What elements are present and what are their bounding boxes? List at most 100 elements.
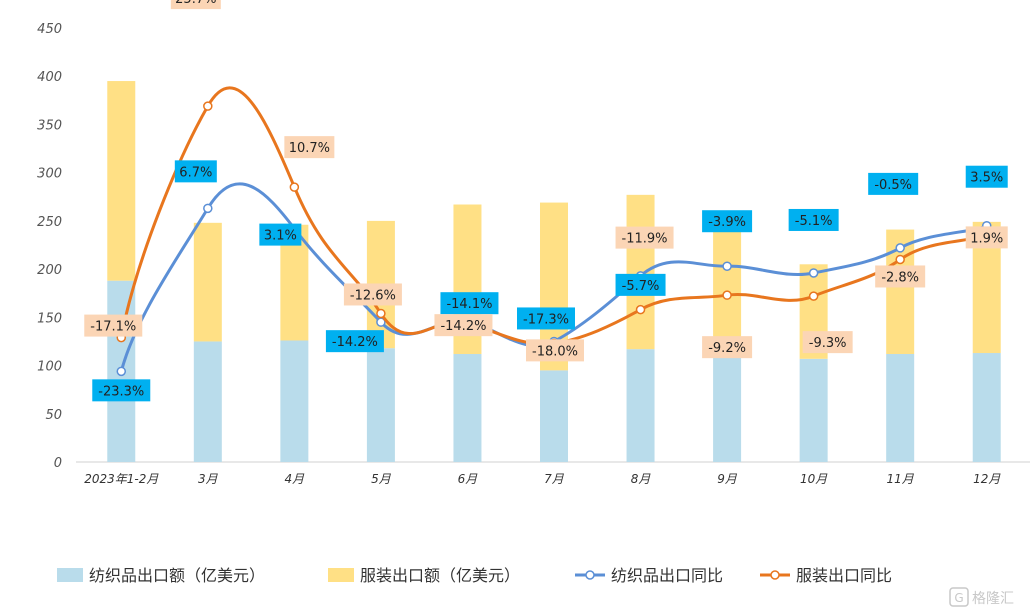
legend-marker [770,570,780,580]
apparel-yoy-data-label: -9.2% [708,341,746,356]
y-tick-label: 300 [37,167,62,182]
textile-yoy-point [116,366,127,377]
apparel-yoy-label-box [802,331,853,354]
apparel-yoy-label-box [526,339,584,362]
textile-yoy-data-label: -17.3% [523,312,569,327]
textile-yoy-label-box [615,273,666,296]
legend-label: 服装出口同比 [796,566,892,585]
legend-label: 服装出口额（亿美元） [360,566,520,585]
textile-yoy-label-box [440,292,499,315]
apparel-yoy-data-label: -12.6% [350,288,396,303]
apparel-yoy-data-label: -11.9% [622,232,668,247]
x-tick-label: 10月 [800,472,828,486]
y-tick-label: 400 [37,70,62,85]
textile-yoy-data-label: 3.1% [264,229,297,244]
legend-swatch [328,568,354,582]
apparel-bar [713,213,742,352]
textile-bar [626,349,655,462]
apparel-yoy-label-box [84,314,143,337]
textile-bar [366,348,395,462]
apparel-yoy-point [895,254,905,265]
apparel-yoy-point [289,182,300,192]
textile-yoy-data-label: 6.7% [179,165,212,180]
legend-label: 纺织品出口同比 [611,566,723,585]
textile-yoy-label-box [259,223,302,246]
textile-yoy-label-box [868,172,919,195]
textile-yoy-label-box [92,379,151,402]
apparel-yoy-label-box [615,226,674,249]
apparel-yoy-label-box [434,314,493,337]
apparel-yoy-data-label: -17.1% [90,320,136,335]
textile-yoy-label-box [702,210,753,233]
y-tick-label: 450 [37,22,62,37]
apparel-bar [107,81,136,281]
gelonghui-logo-icon [949,587,969,607]
apparel-yoy-point [203,101,213,111]
bar-layer [107,81,1001,462]
apparel-yoy-label-box [343,283,402,306]
textile-yoy-data-label: 3.5% [970,171,1003,186]
textile-bar [193,341,222,462]
legend-marker [585,570,595,580]
textile-yoy-label-box [325,330,384,353]
watermark: G 格隆汇 [949,587,1014,607]
textile-yoy-label-box [517,307,575,330]
textile-yoy-label-box [965,165,1008,188]
textile-yoy-point [895,243,905,253]
x-tick-label: 5月 [371,472,392,486]
textile-yoy-point [722,261,732,271]
watermark-text: 格隆汇 [972,591,1014,607]
y-tick-label: 150 [37,311,62,326]
x-tick-label: 12月 [973,472,1001,486]
textile-yoy-label-box [174,160,217,183]
x-tick-label: 9月 [717,472,738,486]
apparel-yoy-label-box [875,265,926,288]
textile-yoy-data-label: -5.1% [795,214,833,229]
textile-bar [540,370,568,462]
x-tick-label: 4月 [285,472,306,486]
x-tick-label: 3月 [198,472,219,486]
apparel-yoy-point [722,290,732,300]
y-tick-label: 250 [37,215,62,230]
textile-yoy-data-label: -14.1% [446,297,492,312]
apparel-yoy-label-box [965,226,1008,249]
textile-yoy-data-label: -14.2% [332,335,378,350]
apparel-yoy-data-label: -2.8% [881,270,919,285]
legend: 纺织品出口额（亿美元） 服装出口额（亿美元） 纺织品出口同比 服装出口同比 [57,566,892,585]
y-tick-label: 0 [54,456,62,471]
textile-bar [972,353,1001,462]
x-tick-label: 8月 [631,472,652,486]
textile-yoy-point [203,203,213,214]
textile-yoy-data-label: -3.9% [708,215,746,230]
apparel-yoy-data-label: 1.9% [970,231,1003,246]
textile-bar [280,340,309,462]
y-tick-label: 50 [45,408,62,423]
apparel-yoy-data-label: -14.2% [440,319,486,334]
y-tick-label: 100 [37,360,62,375]
legend-label: 纺织品出口额（亿美元） [89,566,265,585]
textile-yoy-point [808,268,819,278]
apparel-yoy-data-label: 25.7% [175,0,216,7]
apparel-bar [193,222,222,342]
apparel-yoy-label-box [170,0,221,10]
textile-yoy-data-label: -0.5% [874,178,912,193]
textile-yoy-data-label: -5.7% [622,279,660,294]
y-tick-label: 200 [37,263,62,278]
apparel-yoy-point [808,291,819,301]
apparel-yoy-point [635,304,646,315]
apparel-yoy-point [376,308,386,319]
textile-yoy-label-box [788,208,839,231]
axis-layer: 0 50 100 150 200 250 300 350 400 450 2023年1-2月 3月 4月… [37,22,1030,486]
x-tick-label: 7月 [544,472,565,486]
apparel-yoy-label-box [702,336,753,359]
textile-yoy-data-label: -23.3% [98,384,144,399]
label-layer: -23.3% 6.7% 3.1% -14.2% -14.1% -17.3% -5.7% -3.… [84,0,1008,402]
y-tick-label: 350 [37,118,62,133]
textile-bar [799,358,828,462]
apparel-yoy-data-label: -9.3% [809,336,847,351]
x-tick-label: 2023年1-2月 [84,472,159,486]
legend-swatch [57,568,83,582]
x-tick-label: 11月 [887,472,915,486]
textile-bar [453,353,482,462]
apparel-yoy-data-label: -18.0% [532,344,578,359]
